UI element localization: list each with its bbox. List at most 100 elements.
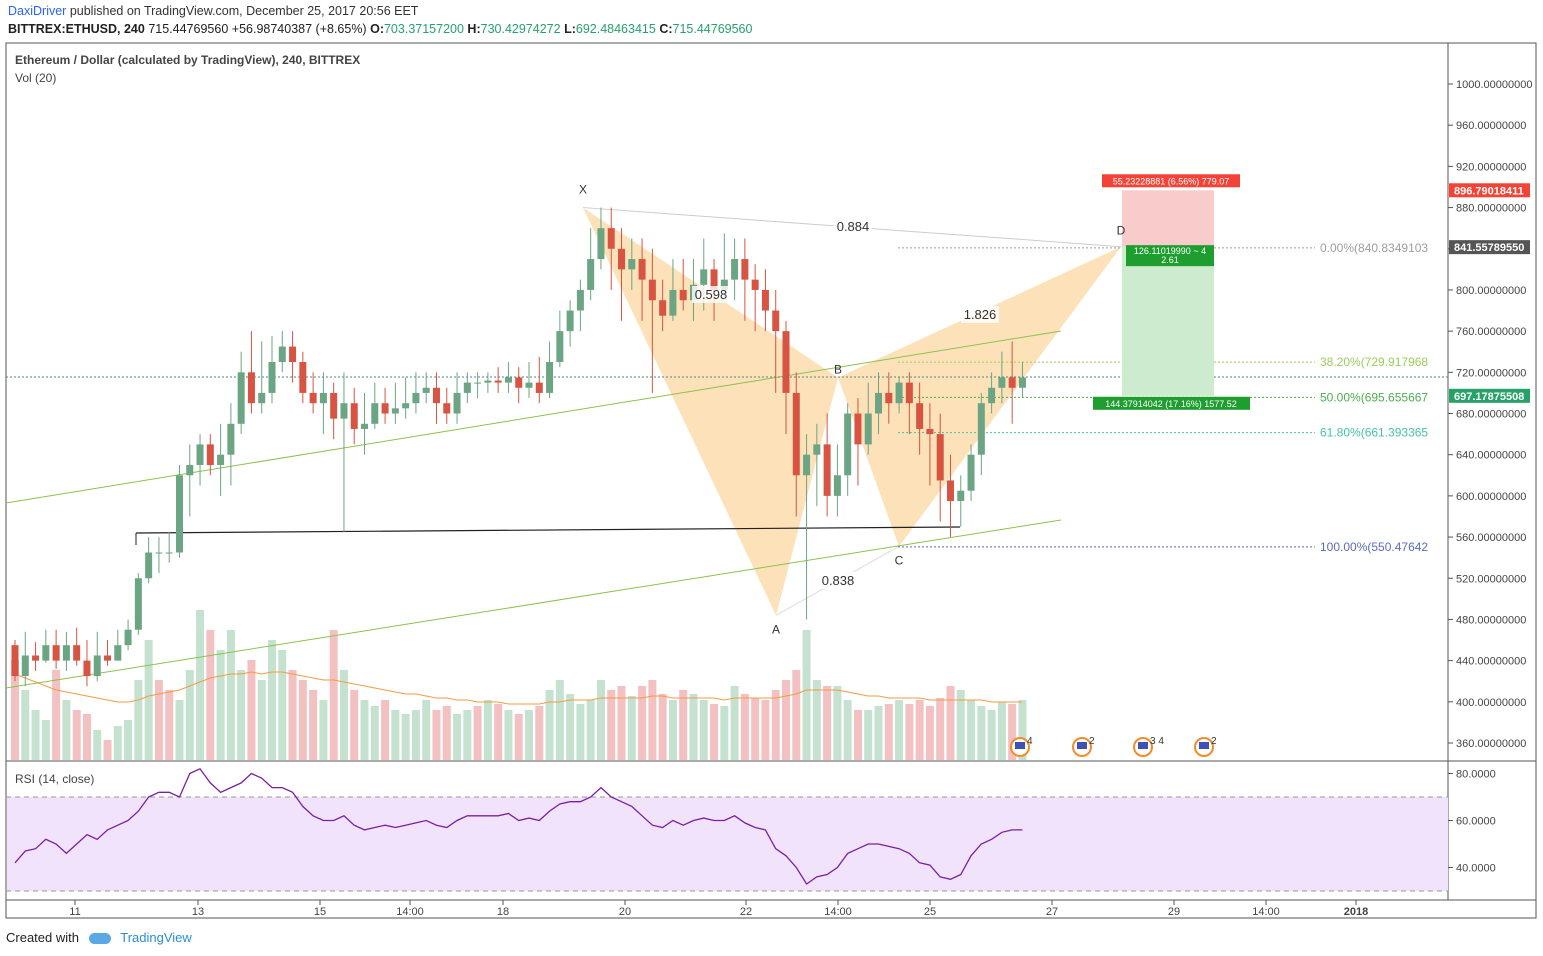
candle-body: [11, 645, 19, 677]
author-link[interactable]: DaxiDriver: [8, 4, 67, 18]
candle-body: [875, 392, 883, 414]
price-tag: [1449, 183, 1530, 198]
volume-bar: [494, 704, 503, 760]
candle-body: [330, 392, 338, 419]
volume-bar: [648, 680, 657, 760]
volume-bar: [473, 706, 482, 760]
price-tick-label: 720.00000000: [1456, 367, 1526, 379]
price-tick-label: 520.00000000: [1456, 573, 1526, 585]
candle-body: [93, 655, 101, 677]
volume-bar: [607, 690, 616, 760]
volume-bar: [206, 630, 215, 760]
price-tick-label: 640.00000000: [1456, 450, 1526, 462]
upper-trendline: [5, 330, 1062, 504]
volume-bar: [596, 680, 605, 760]
volume-bar: [905, 704, 914, 760]
symbol-label: BITTREX:ETHUSD, 240: [8, 22, 145, 36]
candle-body: [155, 552, 163, 554]
fib-label: 61.80%(661.393365: [1320, 426, 1428, 440]
volume-bar: [339, 670, 348, 760]
candle-body: [268, 362, 276, 393]
volume-bar: [823, 686, 832, 760]
time-tick-label: 11: [69, 906, 80, 918]
candle-body: [381, 403, 389, 414]
ratio-ac: 0.838: [822, 573, 855, 588]
candle-body: [134, 578, 142, 630]
stop-label-box: [1102, 174, 1240, 188]
candle-body: [967, 454, 975, 491]
candle-body: [217, 454, 225, 465]
candle-body: [587, 259, 595, 290]
candle-body: [432, 387, 440, 404]
candle-body: [813, 444, 821, 455]
candle-body: [412, 392, 420, 404]
candle-body: [73, 645, 81, 661]
volume-bar: [751, 698, 760, 760]
time-tick-label: 14:00: [824, 906, 852, 918]
event-flag-stripe: [1077, 742, 1087, 749]
volume-bar: [422, 700, 431, 760]
volume-bar: [514, 714, 523, 760]
volume-bar: [257, 680, 266, 760]
chart-title: Ethereum / Dollar (calculated by Trading…: [15, 53, 360, 67]
candle-body: [484, 380, 492, 383]
volume-bar: [740, 694, 749, 760]
candle-body: [546, 362, 554, 393]
candle-body: [515, 377, 523, 388]
candle-body: [772, 310, 780, 332]
volume-bar: [782, 680, 790, 760]
volume-bar: [802, 630, 811, 760]
candle-body: [741, 259, 749, 280]
tradingview-link[interactable]: TradingView: [120, 930, 192, 945]
volume-bar: [411, 710, 420, 760]
price-tick-label: 1000.00000000: [1456, 79, 1532, 91]
pattern-point-b: B: [834, 362, 842, 376]
volume-bar: [226, 630, 235, 760]
volume-bar: [401, 714, 410, 760]
volume-bar: [442, 706, 451, 760]
price-tick-label: 560.00000000: [1456, 532, 1526, 544]
event-flag-stripe: [1015, 742, 1025, 749]
volume-bar: [895, 700, 904, 760]
volume-bar: [720, 706, 729, 760]
volume-bar: [925, 706, 934, 760]
volume-bar: [21, 690, 30, 760]
volume-bar: [771, 690, 780, 760]
candle-body: [566, 310, 574, 332]
volume-bar: [936, 698, 945, 760]
price-tick-label: 920.00000000: [1456, 161, 1526, 173]
candle-body: [659, 300, 667, 316]
volume-bar: [370, 706, 379, 760]
candle-body: [710, 269, 718, 290]
time-tick-label: 14:00: [396, 906, 424, 918]
candle-body: [62, 645, 70, 661]
candle-body: [278, 346, 286, 363]
candle-body: [104, 655, 112, 661]
candle-body: [227, 423, 235, 455]
candle-body: [792, 392, 800, 476]
footer: Created with TradingView: [6, 930, 192, 945]
pattern-point-a: A: [772, 622, 780, 636]
volume-bar: [329, 630, 338, 760]
volume-bar: [175, 700, 184, 760]
volume-legend: Vol (20): [15, 71, 56, 85]
volume-bar: [113, 726, 122, 760]
price-tick-label: 400.00000000: [1456, 697, 1526, 709]
candle-body: [926, 428, 934, 435]
volume-bar: [483, 700, 492, 760]
time-tick-label: 27: [1046, 906, 1058, 918]
fib-label: 50.00%(695.655667: [1320, 390, 1428, 404]
support-line: [135, 526, 961, 534]
target-label-box: [1093, 396, 1250, 410]
candle-body: [453, 392, 461, 414]
candle-body: [597, 228, 605, 260]
pattern-point-d: D: [1117, 224, 1126, 238]
event-count: 3 4: [1150, 736, 1164, 747]
candle-body: [391, 408, 399, 414]
candle-body: [186, 464, 194, 476]
volume-bar: [196, 610, 205, 760]
price-tick-label: 880.00000000: [1456, 203, 1526, 215]
volume-bar: [761, 700, 770, 760]
price-tick-label: 360.00000000: [1456, 738, 1526, 750]
